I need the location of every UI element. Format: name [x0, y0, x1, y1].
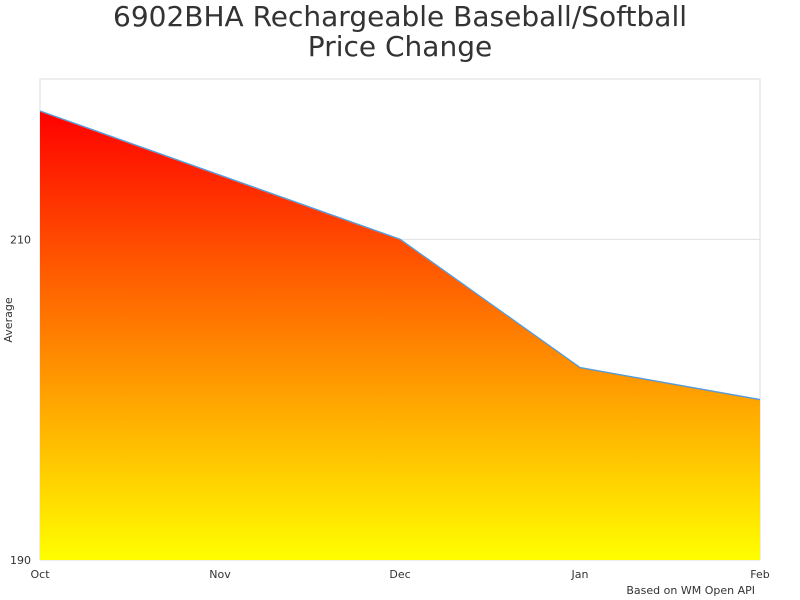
x-tick-label: Nov [209, 568, 231, 581]
x-tick-label: Dec [389, 568, 410, 581]
chart-title: 6902BHA Rechargeable Baseball/Softball P… [0, 2, 800, 62]
x-tick-label: Jan [571, 568, 589, 581]
y-tick-label: 210 [10, 233, 31, 246]
series-line [39, 110, 761, 401]
area-fill [40, 111, 760, 561]
credit-text: Based on WM Open API [626, 584, 755, 597]
x-tick-label: Oct [30, 568, 50, 581]
title-line-1: 6902BHA Rechargeable Baseball/Softball [113, 0, 687, 33]
title-line-2: Price Change [307, 30, 493, 63]
x-tick-label: Feb [750, 568, 769, 581]
y-tick-label: 190 [10, 554, 31, 567]
y-axis-label: Average [2, 297, 15, 342]
